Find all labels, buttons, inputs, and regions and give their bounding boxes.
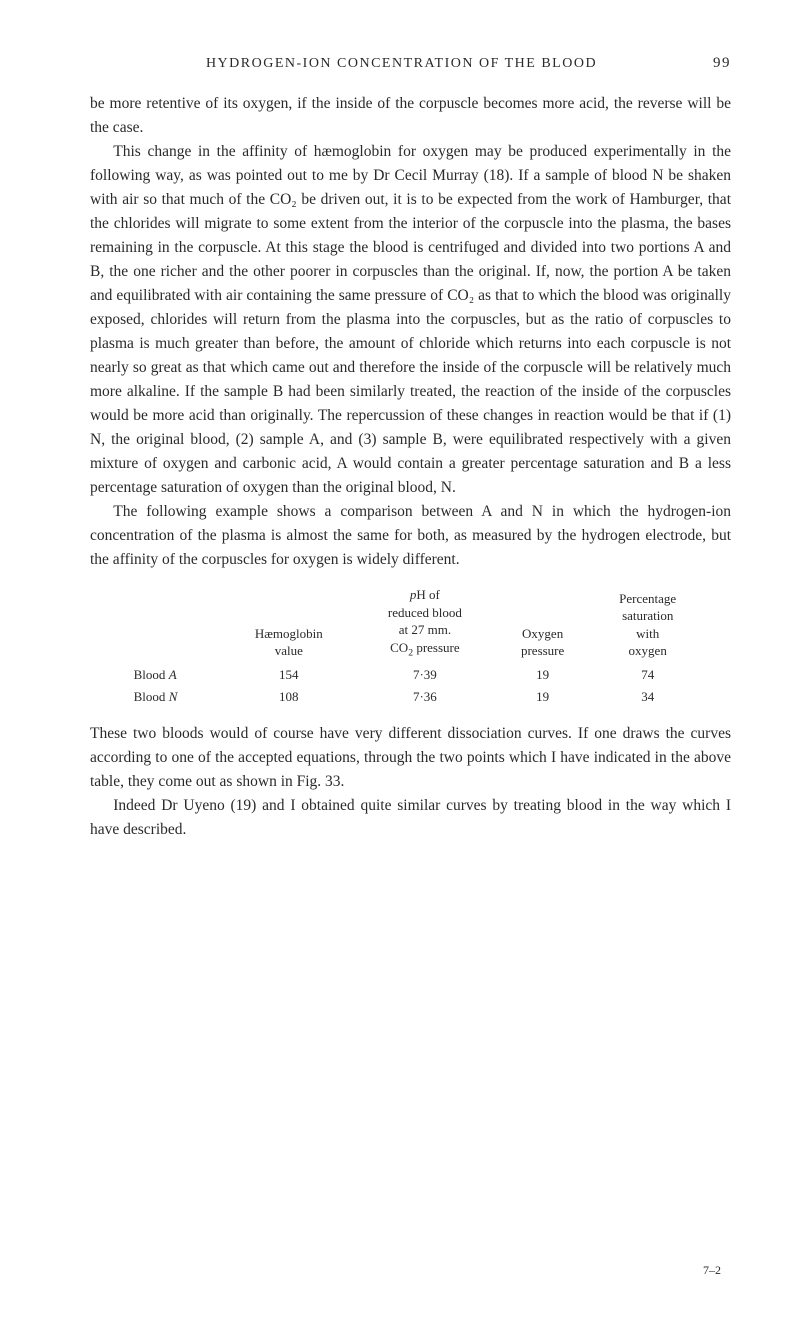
row-label-a: Blood A xyxy=(116,664,223,686)
paragraph-1: be more retentive of its oxygen, if the … xyxy=(90,92,731,140)
blood-comparison-table: Hæmoglobinvalue pH ofreduced bloodat 27 … xyxy=(116,586,706,708)
paragraph-3: The following example shows a comparison… xyxy=(90,500,731,572)
page-number: 99 xyxy=(713,55,731,72)
cell-hemoglobin: 154 xyxy=(223,664,355,686)
cell-oxygen: 19 xyxy=(495,686,590,708)
cell-saturation: 34 xyxy=(590,686,705,708)
cell-saturation: 74 xyxy=(590,664,705,686)
paragraph-5: Indeed Dr Uyeno (19) and I obtained quit… xyxy=(90,794,731,842)
cell-hemoglobin: 108 xyxy=(223,686,355,708)
table-header-ph: pH ofreduced bloodat 27 mm.CO2 pressure xyxy=(355,586,496,663)
table-header-saturation: Percentagesaturationwithoxygen xyxy=(590,586,705,663)
table-header-empty xyxy=(116,586,223,663)
table-row: Blood N 108 7·36 19 34 xyxy=(116,686,706,708)
body-text: be more retentive of its oxygen, if the … xyxy=(90,92,731,842)
footer-signature: 7–2 xyxy=(703,1263,721,1278)
paragraph-2: This change in the affinity of hæmoglobi… xyxy=(90,140,731,500)
table-header-hemoglobin: Hæmoglobinvalue xyxy=(223,586,355,663)
table-header-oxygen: Oxygenpressure xyxy=(495,586,590,663)
page-header: HYDROGEN-ION CONCENTRATION OF THE BLOOD … xyxy=(90,55,731,72)
cell-ph: 7·39 xyxy=(355,664,496,686)
row-label-n: Blood N xyxy=(116,686,223,708)
cell-ph: 7·36 xyxy=(355,686,496,708)
cell-oxygen: 19 xyxy=(495,664,590,686)
table-row: Blood A 154 7·39 19 74 xyxy=(116,664,706,686)
paragraph-4: These two bloods would of course have ve… xyxy=(90,722,731,794)
running-title: HYDROGEN-ION CONCENTRATION OF THE BLOOD xyxy=(90,56,713,72)
